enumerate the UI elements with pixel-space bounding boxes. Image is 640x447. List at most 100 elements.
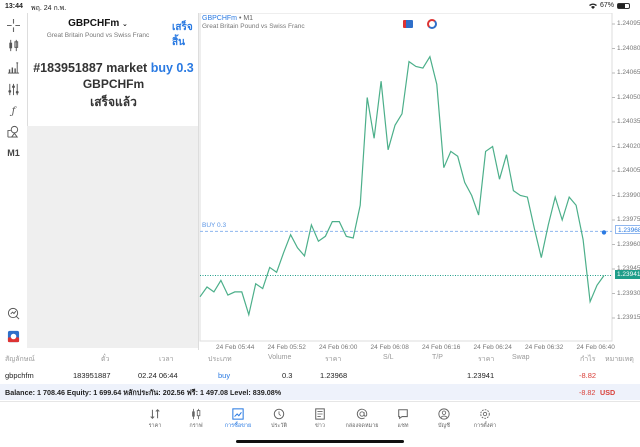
objects-tool[interactable] bbox=[0, 121, 27, 141]
timeframe-button[interactable]: M1 bbox=[7, 148, 20, 158]
chart-timeframe: • M1 bbox=[238, 15, 254, 22]
account-summary-text: Balance: 1 708.46 Equity: 1 699.64 หลักป… bbox=[5, 388, 282, 397]
order-result-symbol: GBPCHFm bbox=[82, 77, 145, 91]
chart-search-icon bbox=[7, 307, 20, 319]
col-sl: S/L bbox=[383, 354, 394, 361]
trade-levels-icon[interactable] bbox=[427, 19, 437, 29]
order-result-line: #183951887 market buy 0.3 bbox=[28, 61, 199, 75]
y-tick-label: 1.23960 bbox=[617, 240, 640, 248]
nav-trade[interactable]: การซื้อขาย bbox=[216, 408, 260, 430]
battery-icon bbox=[617, 2, 630, 9]
cell-current-price: 1.23941 bbox=[467, 371, 495, 380]
one-click-trading-icon[interactable] bbox=[403, 20, 413, 28]
col-current-price: ราคา bbox=[478, 356, 495, 363]
cell-open-price: 1.23968 bbox=[320, 371, 348, 380]
col-volume: Volume bbox=[268, 354, 292, 361]
nav-chat[interactable]: แชท bbox=[381, 408, 425, 430]
symbol-description: Great Britain Pound vs Swiss Franc bbox=[46, 32, 150, 39]
col-time: เวลา bbox=[159, 356, 174, 363]
chart-search-tool[interactable] bbox=[0, 303, 27, 323]
cell-ticket: 183951887 bbox=[73, 371, 111, 380]
col-tp: T/P bbox=[432, 354, 443, 361]
chat-icon bbox=[398, 409, 408, 420]
history-icon bbox=[273, 408, 285, 420]
y-tick-label: 1.24065 bbox=[617, 69, 640, 76]
y-tick-label: 1.24080 bbox=[617, 44, 640, 52]
wifi-icon bbox=[588, 3, 597, 9]
y-tick-label: 1.23975 bbox=[617, 216, 640, 223]
cell-type: buy bbox=[218, 371, 231, 380]
x-tick-label: 24 Feb 06:24 bbox=[473, 344, 512, 351]
nav-label: กล่องจดหมาย bbox=[345, 423, 379, 429]
x-tick-label: 24 Feb 06:00 bbox=[319, 344, 358, 351]
col-open-price: ราคา bbox=[325, 356, 342, 363]
y-tick-label: 1.24050 bbox=[617, 93, 640, 101]
chart-icon bbox=[192, 408, 201, 420]
account-icon bbox=[438, 408, 450, 420]
status-time: 13:44 bbox=[5, 3, 23, 10]
chart-subtitle: Great Britain Pound vs Swiss Franc bbox=[202, 23, 305, 30]
crosshair-tool[interactable] bbox=[0, 15, 27, 35]
nav-account[interactable]: บัญชี bbox=[422, 408, 466, 430]
table-row[interactable]: gbpchfm 183951887 02.24 06:44 buy 0.3 1.… bbox=[0, 367, 640, 383]
col-type: ประเภท bbox=[208, 356, 232, 363]
price-chart[interactable]: GBPCHFm • M1 Great Britain Pound vs Swis… bbox=[198, 13, 640, 351]
bid-price-tag: 1.23941 bbox=[615, 270, 640, 279]
indicators-tool[interactable] bbox=[0, 57, 27, 77]
settings-icon bbox=[480, 409, 490, 419]
y-tick-label: 1.23930 bbox=[617, 289, 640, 297]
done-button[interactable]: เสร็จสิ้น bbox=[172, 22, 193, 48]
chart-title: GBPCHFm • M1 bbox=[202, 15, 253, 22]
order-result-prefix: #183951887 market bbox=[33, 61, 151, 75]
nav-label: กราฟ bbox=[189, 423, 203, 429]
nav-quotes[interactable]: ราคา bbox=[133, 408, 177, 430]
buy-line-label: BUY 0.3 bbox=[202, 222, 227, 229]
nav-label: บัญชี bbox=[438, 423, 450, 429]
account-currency: USD bbox=[600, 388, 616, 397]
left-toolbar: ƒ M1 bbox=[0, 13, 27, 381]
nav-news[interactable]: ข่าว bbox=[298, 408, 342, 430]
chart-plot bbox=[199, 13, 615, 342]
candlestick-icon bbox=[9, 39, 19, 51]
indicators-icon bbox=[7, 61, 20, 74]
function-icon: ƒ bbox=[11, 105, 16, 117]
col-symbol: สัญลักษณ์ bbox=[5, 356, 35, 363]
nav-label: ราคา bbox=[148, 423, 162, 429]
settings-tool[interactable] bbox=[0, 79, 27, 99]
y-tick-label: 1.23915 bbox=[617, 314, 640, 321]
y-tick-label: 1.24035 bbox=[617, 118, 640, 125]
function-tool[interactable]: ƒ bbox=[0, 101, 27, 121]
panel-empty-area bbox=[27, 126, 198, 348]
account-summary: Balance: 1 708.46 Equity: 1 699.64 หลักป… bbox=[0, 384, 640, 400]
trade-app-tool[interactable] bbox=[0, 326, 27, 346]
col-profit: กำไร bbox=[580, 356, 596, 363]
symbol-name: GBPCHFm bbox=[68, 18, 120, 29]
buy-price-tag: 1.23968 bbox=[615, 225, 640, 234]
chart-type-tool[interactable] bbox=[0, 35, 27, 55]
status-right: 67% bbox=[588, 2, 630, 9]
col-swap: Swap bbox=[512, 354, 530, 361]
nav-mailbox[interactable]: กล่องจดหมาย bbox=[340, 408, 384, 430]
x-tick-label: 24 Feb 05:44 bbox=[216, 344, 255, 351]
nav-label: ข่าว bbox=[315, 423, 325, 429]
cell-volume: 0.3 bbox=[282, 371, 293, 380]
nav-label: การตั้งค่า bbox=[473, 423, 497, 429]
status-bar: 13:44 พฤ. 24 ก.พ. 67% bbox=[0, 0, 640, 13]
nav-label: แชท bbox=[397, 423, 409, 429]
chart-symbol: GBPCHFm bbox=[202, 15, 237, 22]
status-date: พฤ. 24 ก.พ. bbox=[31, 5, 67, 12]
cell-symbol: gbpchfm bbox=[5, 371, 34, 380]
nav-chart[interactable]: กราฟ bbox=[174, 408, 218, 430]
battery-percent: 67% bbox=[599, 2, 614, 9]
order-result-action: buy 0.3 bbox=[150, 61, 194, 75]
nav-history[interactable]: ประวัติ bbox=[257, 408, 301, 430]
total-profit: -8.82 bbox=[579, 388, 596, 397]
mailbox-icon bbox=[356, 408, 368, 420]
cell-time: 02.24 06:44 bbox=[138, 371, 178, 380]
y-tick-label: 1.23945 bbox=[617, 265, 640, 272]
symbol-selector[interactable]: GBPCHFm ⌄ bbox=[28, 18, 168, 29]
y-tick-label: 1.24095 bbox=[617, 20, 640, 27]
nav-settings[interactable]: การตั้งค่า bbox=[463, 408, 507, 430]
chevron-down-icon: ⌄ bbox=[122, 21, 128, 28]
